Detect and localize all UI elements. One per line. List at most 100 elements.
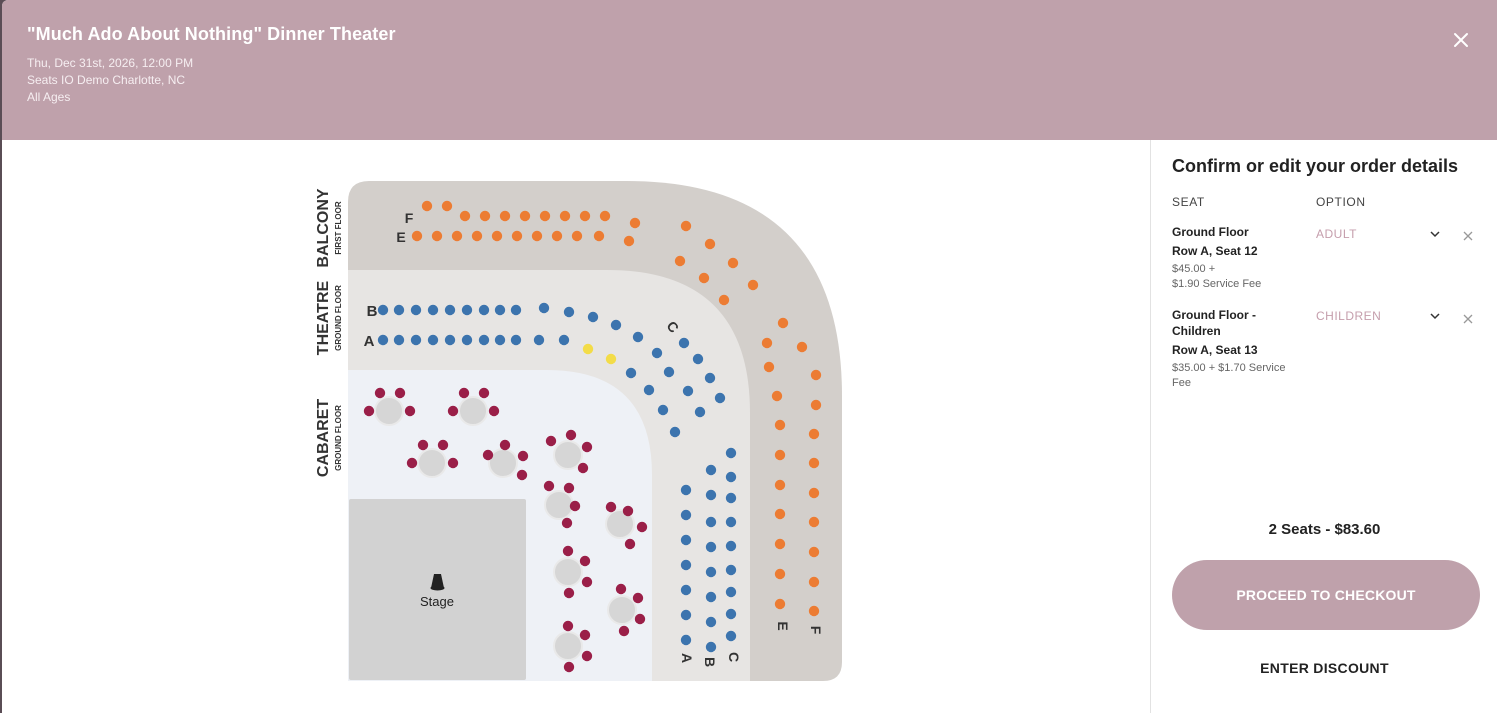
theatre-seat[interactable] — [725, 516, 737, 528]
cabaret-seat[interactable] — [516, 469, 528, 481]
theatre-seat[interactable] — [444, 304, 456, 316]
theatre-seat[interactable] — [678, 337, 690, 349]
cabaret-seat[interactable] — [634, 613, 646, 625]
balcony-seat[interactable] — [421, 200, 433, 212]
cabaret-seat[interactable] — [624, 538, 636, 550]
cabaret-seat[interactable] — [562, 545, 574, 557]
balcony-seat[interactable] — [471, 230, 483, 242]
cabaret-seat[interactable] — [394, 387, 406, 399]
balcony-seat[interactable] — [771, 390, 783, 402]
balcony-seat[interactable] — [774, 538, 786, 550]
theatre-seat[interactable] — [410, 334, 422, 346]
balcony-seat[interactable] — [808, 605, 820, 617]
balcony-seat[interactable] — [774, 568, 786, 580]
theatre-seat[interactable] — [393, 304, 405, 316]
balcony-seat[interactable] — [761, 337, 773, 349]
theatre-seat[interactable] — [587, 311, 599, 323]
theatre-seat[interactable] — [705, 616, 717, 628]
cabaret-seat[interactable] — [565, 429, 577, 441]
cabaret-seat[interactable] — [563, 661, 575, 673]
theatre-seat[interactable] — [461, 334, 473, 346]
balcony-seat[interactable] — [411, 230, 423, 242]
balcony-seat[interactable] — [479, 210, 491, 222]
theatre-seat[interactable] — [680, 559, 692, 571]
theatre-seat[interactable] — [478, 304, 490, 316]
theatre-seat[interactable] — [704, 372, 716, 384]
balcony-seat[interactable] — [674, 255, 686, 267]
balcony-seat[interactable] — [519, 210, 531, 222]
theatre-seat[interactable] — [461, 304, 473, 316]
cabaret-seat[interactable] — [563, 587, 575, 599]
cabaret-seat[interactable] — [404, 405, 416, 417]
balcony-seat[interactable] — [774, 449, 786, 461]
balcony-seat[interactable] — [599, 210, 611, 222]
theatre-seat[interactable] — [643, 384, 655, 396]
theatre-seat[interactable] — [714, 392, 726, 404]
balcony-seat[interactable] — [808, 487, 820, 499]
selected-seat[interactable] — [582, 343, 594, 355]
theatre-seat[interactable] — [510, 334, 522, 346]
cabaret-seat[interactable] — [417, 439, 429, 451]
cabaret-seat[interactable] — [447, 457, 459, 469]
cabaret-seat[interactable] — [406, 457, 418, 469]
balcony-seat[interactable] — [559, 210, 571, 222]
theatre-seat[interactable] — [657, 404, 669, 416]
theatre-seat[interactable] — [680, 584, 692, 596]
theatre-seat[interactable] — [705, 566, 717, 578]
theatre-seat[interactable] — [682, 385, 694, 397]
theatre-seat[interactable] — [725, 471, 737, 483]
balcony-seat[interactable] — [808, 546, 820, 558]
balcony-seat[interactable] — [579, 210, 591, 222]
balcony-seat[interactable] — [727, 257, 739, 269]
balcony-seat[interactable] — [539, 210, 551, 222]
theatre-seat[interactable] — [444, 334, 456, 346]
cabaret-seat[interactable] — [478, 387, 490, 399]
balcony-seat[interactable] — [623, 235, 635, 247]
ticket-option-select[interactable]: ADULT — [1316, 227, 1441, 247]
cabaret-seat[interactable] — [561, 517, 573, 529]
balcony-seat[interactable] — [704, 238, 716, 250]
balcony-seat[interactable] — [777, 317, 789, 329]
balcony-seat[interactable] — [629, 217, 641, 229]
balcony-seat[interactable] — [774, 479, 786, 491]
theatre-seat[interactable] — [393, 334, 405, 346]
cabaret-seat[interactable] — [581, 441, 593, 453]
balcony-seat[interactable] — [808, 576, 820, 588]
theatre-seat[interactable] — [558, 334, 570, 346]
balcony-seat[interactable] — [810, 369, 822, 381]
cabaret-seat[interactable] — [622, 505, 634, 517]
theatre-seat[interactable] — [663, 366, 675, 378]
theatre-seat[interactable] — [692, 353, 704, 365]
theatre-seat[interactable] — [669, 426, 681, 438]
cabaret-seat[interactable] — [615, 583, 627, 595]
theatre-seat[interactable] — [625, 367, 637, 379]
cabaret-seat[interactable] — [632, 592, 644, 604]
cabaret-seat[interactable] — [581, 576, 593, 588]
balcony-seat[interactable] — [808, 516, 820, 528]
cabaret-seat[interactable] — [569, 500, 581, 512]
cabaret-seat[interactable] — [437, 439, 449, 451]
balcony-seat[interactable] — [499, 210, 511, 222]
balcony-seat[interactable] — [810, 399, 822, 411]
theatre-seat[interactable] — [494, 304, 506, 316]
theatre-seat[interactable] — [680, 634, 692, 646]
balcony-seat[interactable] — [763, 361, 775, 373]
balcony-seat[interactable] — [571, 230, 583, 242]
balcony-seat[interactable] — [680, 220, 692, 232]
balcony-seat[interactable] — [551, 230, 563, 242]
theatre-seat[interactable] — [377, 304, 389, 316]
balcony-seat[interactable] — [593, 230, 605, 242]
balcony-seat[interactable] — [747, 279, 759, 291]
cabaret-seat[interactable] — [581, 650, 593, 662]
theatre-seat[interactable] — [725, 630, 737, 642]
cabaret-seat[interactable] — [577, 462, 589, 474]
theatre-seat[interactable] — [705, 516, 717, 528]
theatre-seat[interactable] — [410, 304, 422, 316]
theatre-seat[interactable] — [563, 306, 575, 318]
theatre-seat[interactable] — [377, 334, 389, 346]
cabaret-seat[interactable] — [488, 405, 500, 417]
cabaret-seat[interactable] — [482, 449, 494, 461]
cabaret-seat[interactable] — [458, 387, 470, 399]
theatre-seat[interactable] — [705, 591, 717, 603]
cabaret-seat[interactable] — [618, 625, 630, 637]
